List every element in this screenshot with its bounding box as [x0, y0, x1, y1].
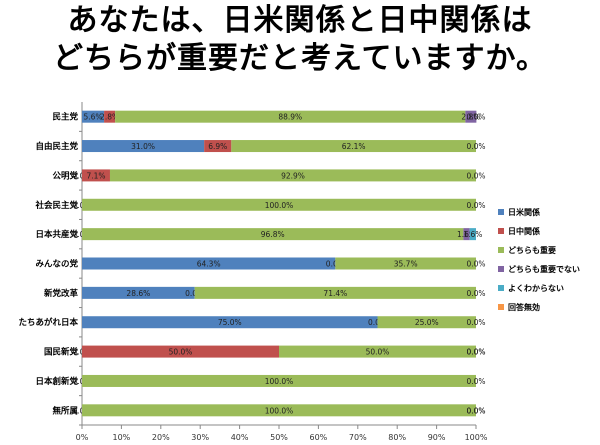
data-label: 0.0%	[466, 318, 485, 327]
legend-swatch	[498, 228, 504, 234]
category-label: 国民新党	[44, 347, 79, 358]
data-label: 0.0%	[466, 142, 485, 151]
bar-segment	[82, 228, 464, 241]
category-label: 日本共産党	[35, 229, 78, 240]
bar-segment	[469, 228, 476, 241]
x-tick-label: 80%	[388, 433, 406, 442]
legend-label: どちらも重要	[508, 245, 556, 255]
data-label: 35.7%	[394, 260, 418, 269]
data-label: 2.8%	[100, 113, 119, 122]
title-line-2: どちらが重要だと考えていますか。	[53, 41, 547, 76]
bar-segment	[194, 286, 476, 299]
data-label: 0.0%	[466, 113, 485, 122]
x-tick-label: 20%	[152, 433, 170, 442]
bar-segment	[82, 316, 378, 329]
data-label: 0.0%	[466, 377, 485, 386]
bar-segment	[109, 169, 476, 182]
data-label: 64.3%	[197, 260, 221, 269]
data-label: 50.0%	[169, 348, 193, 357]
legend-swatch	[498, 304, 504, 310]
data-label: 6.9%	[208, 142, 227, 151]
x-tick-label: 50%	[270, 433, 288, 442]
data-label: 7.1%	[86, 171, 105, 180]
category-label: 日本創新党	[35, 376, 78, 387]
data-label: 96.8%	[261, 230, 285, 239]
bar-segment	[279, 345, 476, 358]
legend-swatch	[498, 285, 504, 291]
bar-segment	[82, 110, 105, 123]
bar-segment	[82, 257, 336, 270]
data-label: 0.0%	[466, 289, 485, 298]
legend-label: 日米関係	[508, 207, 540, 217]
category-label: 自由民主党	[35, 141, 78, 152]
data-label: 0.0%	[466, 171, 485, 180]
legend-swatch	[498, 266, 504, 272]
x-tick-label: 0%	[76, 433, 89, 442]
data-label: 0.0%	[466, 348, 485, 357]
category-label: 公明党	[52, 170, 78, 181]
data-label: 92.9%	[281, 171, 305, 180]
data-label: 100.0%	[265, 201, 294, 210]
x-tick-label: 100%	[465, 433, 488, 442]
bar-segment	[115, 110, 466, 123]
bar-segment	[82, 345, 279, 358]
x-tick-label: 10%	[113, 433, 131, 442]
data-label: 1.6%	[457, 230, 476, 239]
x-tick-label: 70%	[349, 433, 367, 442]
category-label: 新党改革	[44, 288, 79, 299]
legend-swatch	[498, 209, 504, 215]
bar-segment	[231, 140, 476, 153]
bar-segment	[82, 374, 476, 387]
x-tick-label: 90%	[428, 433, 446, 442]
bar-segment	[82, 198, 476, 211]
category-label: たちあがれ日本	[18, 317, 78, 328]
bar-segment	[82, 140, 205, 153]
data-label: 31.0%	[131, 142, 155, 151]
data-label: 25.0%	[415, 318, 439, 327]
category-label: みんなの党	[35, 259, 78, 270]
x-tick-label: 60%	[310, 433, 328, 442]
bar-segment	[335, 257, 476, 270]
data-label: 0.0%	[466, 406, 485, 415]
data-label: 0.0%	[466, 201, 485, 210]
bar-segment	[82, 169, 110, 182]
title-line-1: あなたは、日米関係と日中関係は	[67, 3, 533, 38]
bar-segment	[104, 110, 116, 123]
category-label: 社会民主党	[34, 200, 78, 211]
legend-label: どちらも重要でない	[508, 264, 580, 274]
category-label: 民主党	[52, 112, 78, 123]
bar-segment	[463, 228, 470, 241]
data-label: 1.6%	[463, 230, 482, 239]
data-label: 50.0%	[366, 348, 390, 357]
bar-segment	[377, 316, 476, 329]
data-label: 28.6%	[126, 289, 150, 298]
data-label: 2.8%	[461, 113, 480, 122]
data-label: 75.0%	[218, 318, 242, 327]
data-label: 88.9%	[278, 113, 302, 122]
data-label: 62.1%	[342, 142, 366, 151]
bar-segment	[465, 110, 477, 123]
legend-swatch	[498, 247, 504, 253]
x-tick-label: 30%	[191, 433, 209, 442]
data-label: 0.0%	[466, 348, 485, 357]
data-label: 0.0%	[466, 260, 485, 269]
data-label: 100.0%	[265, 406, 294, 415]
legend-label: 回答無効	[508, 302, 540, 312]
legend-label: よくわからない	[508, 284, 564, 293]
data-label: 100.0%	[265, 377, 294, 386]
legend-label: 日中関係	[508, 226, 540, 236]
data-label: 0.0%	[466, 406, 485, 415]
bar-segment	[204, 140, 232, 153]
x-tick-label: 40%	[231, 433, 249, 442]
bar-segment	[82, 286, 195, 299]
chart-title: あなたは、日米関係と日中関係は どちらが重要だと考えていますか。	[0, 2, 600, 78]
category-label: 無所属	[52, 405, 78, 416]
data-label: 71.4%	[323, 289, 347, 298]
bar-segment	[82, 404, 476, 417]
data-label: 5.6%	[84, 113, 103, 122]
